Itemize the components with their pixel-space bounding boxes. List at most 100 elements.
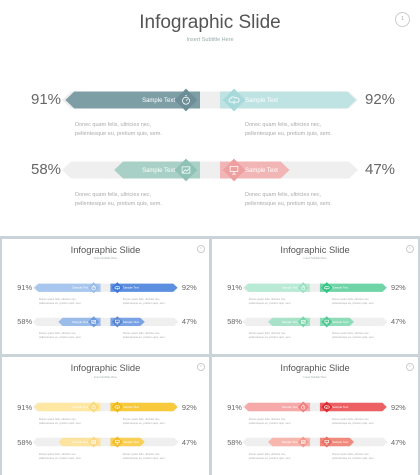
bar-right-label: Sample Text [123, 440, 139, 444]
bar-left-fill [267, 317, 311, 326]
slide-thumbnail-4[interactable]: Infographic Slide Insert Subtitle Here 1 Sa… [212, 357, 418, 475]
description-text: Donec quam felis, ultricies nec, pellent… [248, 332, 292, 340]
bar-left-label: Sample Text [142, 168, 175, 174]
description-text: Donec quam felis, ultricies nec, pellent… [332, 332, 375, 340]
slide-title: Infographic Slide [280, 363, 350, 373]
percent-right: 47% [181, 437, 197, 447]
percent-right: 92% [391, 402, 406, 412]
description-text: Donec quam felis, ultricies nec, pellent… [248, 417, 292, 425]
slide-thumbnail-1[interactable]: Infographic Slide Insert Subtitle Here 1 Sa… [2, 239, 209, 354]
bar-left-fill [267, 437, 311, 447]
slide-title: Infographic Slide [139, 12, 281, 33]
bar-right-label: Sample Text [332, 286, 348, 290]
infographic-bars: Sample Text Sample Text Sample Text Sample … [62, 88, 358, 182]
slide-title: Infographic Slide [70, 244, 141, 255]
description-text: Donec quam felis, ultricies nec, pellent… [122, 297, 166, 306]
page-number: 1 [196, 363, 206, 372]
percent-right: 92% [181, 402, 197, 412]
bar-left-label: Sample Text [282, 286, 298, 290]
percent-left: 58% [17, 437, 33, 447]
description-text: Donec quam felis, ultricies nec, pellent… [75, 192, 162, 207]
slide-subtitle: Insert Subtitle Here [186, 37, 234, 43]
slide-thumbnail-3[interactable]: Infographic Slide Insert Subtitle Here 1 Sa… [2, 357, 209, 475]
slide-subtitle: Insert Subtitle Here [93, 375, 118, 379]
bar-right-label: Sample Text [245, 98, 278, 104]
description-text: Donec quam felis, ultricies nec, pellent… [245, 192, 332, 207]
infographic-bars: Sample Text Sample Text Sample Text Sample … [242, 282, 388, 328]
slide-subtitle: Insert Subtitle Here [303, 257, 327, 261]
timer-icon [174, 88, 198, 112]
bar-left-fill [114, 161, 200, 179]
description-text: Donec quam felis, ultricies nec, pellent… [332, 417, 375, 425]
cloud-icon [111, 282, 123, 294]
infographic-bars: Sample Text Sample Text Sample Text Sample … [242, 401, 388, 448]
infographic-bars: Sample Text Sample Text Sample Text Sample … [32, 282, 179, 328]
bar-left-label: Sample Text [282, 440, 298, 444]
infographic-bars: Sample Text Sample Text Sample Text Sample … [32, 401, 179, 448]
bar-left-label: Sample Text [72, 320, 88, 324]
bar-right-fill [110, 283, 178, 292]
bar-left-fill [34, 283, 101, 292]
bar-left-fill [244, 402, 311, 412]
slide-thumbnail-2[interactable]: Infographic Slide Insert Subtitle Here 1 Sa… [212, 239, 418, 354]
description-text: Donec quam felis, ultricies nec, pellent… [332, 297, 375, 306]
bar-left-label: Sample Text [72, 440, 88, 444]
percent-right: 47% [391, 317, 406, 327]
main-slide: Infographic Slide Insert Subtitle Here 1 Sa… [0, 0, 420, 236]
bar-right-label: Sample Text [245, 168, 278, 174]
description-text: Donec quam felis, ultricies nec, pellent… [248, 297, 292, 306]
bar-left-fill [65, 91, 200, 109]
slide-subtitle: Insert Subtitle Here [303, 375, 327, 379]
timer-icon [88, 401, 100, 413]
presentation-icon [111, 316, 123, 328]
description-text: Donec quam felis, ultricies nec, pellent… [122, 417, 166, 425]
description-text: Donec quam felis, ultricies nec, pellent… [122, 452, 166, 460]
bar-right-label: Sample Text [332, 405, 348, 409]
percent-right: 47% [365, 161, 396, 178]
bar-left-label: Sample Text [142, 98, 175, 104]
page-number: 1 [395, 12, 410, 27]
bar-left-label: Sample Text [282, 320, 298, 324]
bar-right-label: Sample Text [123, 320, 139, 324]
description-text: Donec quam felis, ultricies nec, pellent… [38, 452, 82, 460]
percent-right: 92% [365, 91, 396, 108]
description-text: Donec quam felis, ultricies nec, pellent… [332, 452, 375, 460]
bar-left-fill [58, 317, 101, 326]
bar-right-fill [319, 402, 387, 412]
slide-subtitle: Insert Subtitle Here [93, 257, 118, 261]
percent-left: 91% [227, 283, 242, 293]
bar-right-label: Sample Text [332, 440, 348, 444]
percent-left: 58% [227, 317, 242, 327]
bar-left-fill [34, 402, 101, 412]
description-text: Donec quam felis, ultricies nec, pellent… [75, 122, 162, 137]
bar-right-label: Sample Text [123, 286, 139, 290]
percent-right: 47% [391, 437, 406, 447]
percent-left: 91% [31, 91, 62, 108]
bar-right-fill [220, 91, 357, 109]
percent-left: 91% [227, 402, 242, 412]
page-number: 1 [405, 363, 415, 372]
percent-right: 47% [181, 317, 197, 327]
bar-right-fill [319, 283, 387, 292]
bar-left-label: Sample Text [72, 405, 88, 409]
image-icon [88, 436, 100, 448]
page-number: 1 [405, 244, 415, 254]
cloud-icon [222, 88, 246, 112]
page-number: 1 [196, 244, 206, 254]
description-text: Donec quam felis, ultricies nec, pellent… [122, 332, 166, 340]
bar-left-label: Sample Text [282, 405, 298, 409]
bar-right-label: Sample Text [123, 405, 139, 409]
description-text: Donec quam felis, ultricies nec, pellent… [248, 452, 292, 460]
description-text: Donec quam felis, ultricies nec, pellent… [38, 297, 82, 306]
percent-left: 58% [31, 161, 62, 178]
percent-right: 92% [181, 283, 197, 293]
percent-left: 91% [17, 283, 33, 293]
description-text: Donec quam felis, ultricies nec, pellent… [245, 122, 332, 137]
percent-left: 91% [17, 402, 33, 412]
description-text: Donec quam felis, ultricies nec, pellent… [38, 332, 82, 340]
bar-right-fill [110, 402, 178, 412]
slide-title: Infographic Slide [70, 363, 141, 373]
percent-right: 92% [391, 283, 406, 293]
bar-left-fill [244, 283, 311, 292]
bar-left-fill [58, 437, 101, 447]
